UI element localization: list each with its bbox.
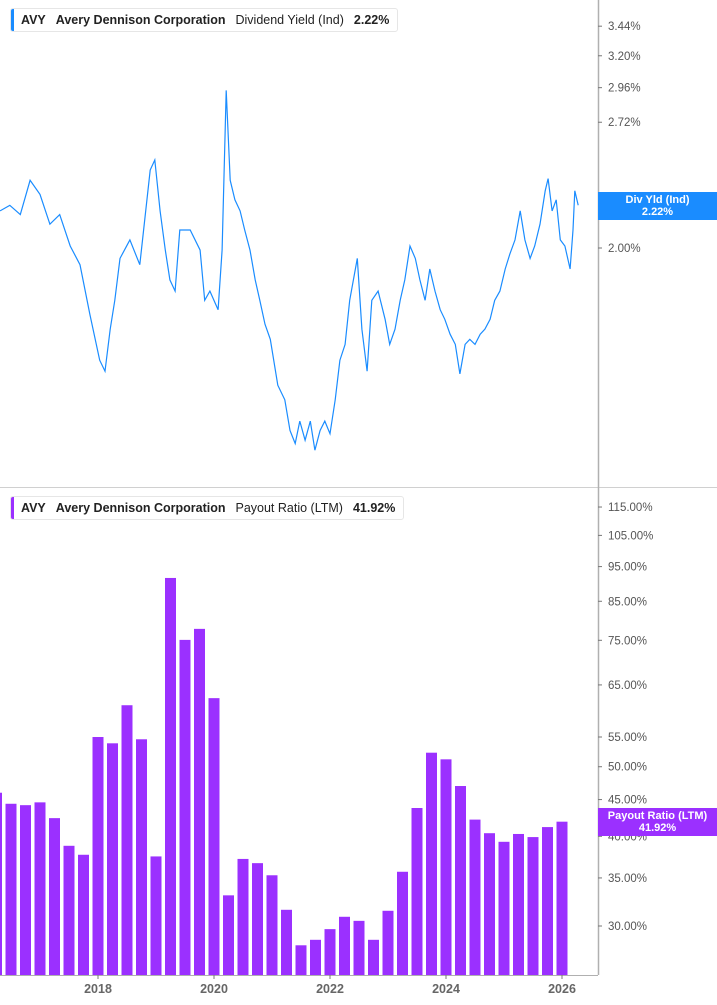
bottom-legend: AVY Avery Dennison Corporation Payout Ra…	[10, 496, 405, 520]
payout-bar	[266, 875, 278, 975]
y-tick-label: 95.00%	[608, 562, 647, 574]
payout-bar	[324, 929, 336, 975]
y-tick-label: 2.00%	[608, 243, 641, 255]
x-tick-label: 2024	[432, 982, 460, 996]
payout-bar	[179, 639, 191, 975]
payout-bar	[5, 803, 17, 975]
payout-bar	[484, 833, 495, 975]
y-tick-label: 105.00%	[608, 530, 653, 542]
legend-color-swatch	[11, 497, 14, 519]
top-legend: AVY Avery Dennison Corporation Dividend …	[10, 8, 399, 32]
payout-bar	[295, 945, 307, 975]
payout-bar	[252, 863, 263, 975]
payout-bar	[339, 916, 350, 975]
payout-bar	[368, 939, 379, 975]
payout-bar	[121, 705, 133, 975]
payout-bar	[165, 577, 176, 975]
y-tick-label: 2.72%	[608, 117, 641, 129]
payout-bar	[281, 909, 292, 975]
payout-bar	[237, 858, 249, 975]
payout-bar	[411, 808, 423, 975]
tag-value: 41.92%	[638, 822, 677, 834]
payout-bar	[223, 895, 234, 975]
y-tick-label: 55.00%	[608, 732, 647, 744]
payout-value-tag: Payout Ratio (LTM) 41.92%	[598, 808, 717, 836]
y-tick-label: 65.00%	[608, 680, 647, 692]
payout-bar	[63, 845, 75, 975]
payout-bar	[440, 759, 452, 975]
payout-bar	[49, 818, 60, 975]
legend-color-swatch	[11, 9, 14, 31]
x-tick-label: 2018	[84, 982, 112, 996]
payout-bar	[20, 805, 31, 975]
payout-bar	[353, 920, 365, 975]
payout-bar	[556, 821, 568, 975]
legend-value: 41.92%	[352, 501, 396, 515]
payout-bars	[0, 577, 568, 975]
payout-bar	[194, 628, 205, 975]
payout-bar	[310, 939, 321, 975]
x-tick-label: 2020	[200, 982, 228, 996]
legend-metric: Payout Ratio (LTM)	[235, 501, 343, 515]
payout-bar	[426, 752, 437, 975]
payout-bar	[0, 792, 2, 975]
payout-bar	[382, 910, 394, 975]
legend-company: Avery Dennison Corporation	[55, 13, 226, 27]
legend-metric: Dividend Yield (Ind)	[235, 13, 344, 27]
y-tick-label: 75.00%	[608, 635, 647, 647]
payout-bar	[397, 871, 408, 975]
dividend-yield-line	[0, 90, 579, 451]
y-tick-label: 3.20%	[608, 51, 641, 63]
payout-bar	[107, 743, 118, 975]
y-tick-label: 2.96%	[608, 83, 641, 95]
tag-label: Payout Ratio (LTM)	[607, 810, 708, 822]
payout-bar	[150, 856, 162, 975]
payout-bar	[92, 737, 104, 975]
y-tick-label: 35.00%	[608, 873, 647, 885]
legend-ticker: AVY	[21, 501, 46, 515]
x-tick-label: 2026	[548, 982, 576, 996]
legend-company: Avery Dennison Corporation	[55, 501, 226, 515]
tag-label: Div Yld (Ind)	[625, 194, 690, 206]
payout-bar	[208, 698, 220, 975]
yield-value-tag: Div Yld (Ind) 2.22%	[598, 192, 717, 220]
legend-ticker: AVY	[21, 13, 46, 27]
legend-value: 2.22%	[353, 13, 390, 27]
tag-value: 2.22%	[641, 206, 674, 218]
payout-bar	[498, 841, 510, 975]
payout-bar	[455, 786, 466, 975]
y-tick-label: 3.44%	[608, 21, 641, 33]
x-tick-label: 2022	[316, 982, 344, 996]
payout-bar	[78, 854, 89, 975]
top-y-axis: 3.44% 3.20% 2.96% 2.72% 2.00%	[598, 21, 641, 255]
payout-bar	[513, 833, 524, 975]
bottom-y-axis: 115.00% 105.00% 95.00% 85.00% 75.00% 65.00% 55…	[598, 502, 653, 933]
y-tick-label: 30.00%	[608, 921, 647, 933]
y-tick-label: 50.00%	[608, 762, 647, 774]
payout-bar	[34, 802, 46, 975]
payout-bar	[527, 837, 539, 975]
y-tick-label: 45.00%	[608, 795, 647, 807]
x-axis: 2018 2020 2022 2024 2026	[84, 975, 576, 996]
payout-bar	[542, 827, 553, 975]
y-tick-label: 85.00%	[608, 596, 647, 608]
y-tick-label: 115.00%	[608, 502, 653, 514]
payout-bar	[136, 739, 147, 975]
payout-bar	[469, 819, 481, 975]
